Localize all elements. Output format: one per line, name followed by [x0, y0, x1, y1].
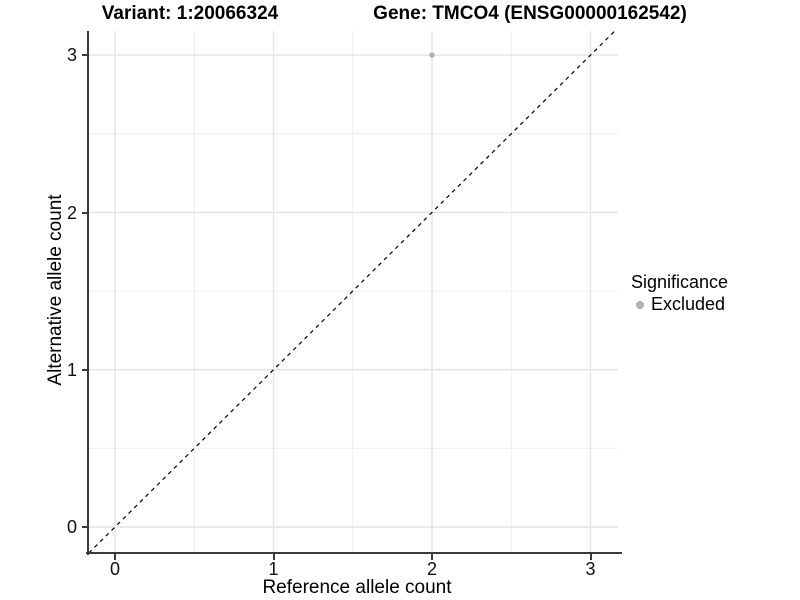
x-tick-label: 1: [268, 559, 279, 579]
y-tick-label: 3: [66, 45, 77, 65]
legend-item-excluded: Excluded: [631, 294, 728, 315]
x-tick-mark: [272, 554, 275, 560]
y-axis-line: [87, 31, 89, 555]
x-tick-mark: [431, 554, 433, 560]
y-tick-label: 1: [66, 359, 77, 380]
legend: Significance Excluded: [631, 272, 728, 315]
legend-item-label: Excluded: [651, 294, 726, 314]
x-tick-label: 3: [585, 559, 596, 579]
x-tick-mark: [589, 554, 592, 560]
legend-title: Significance: [631, 272, 729, 292]
x-tick-label: 0: [109, 559, 120, 579]
y-tick-mark: [82, 211, 88, 214]
y-tick-label: 2: [66, 202, 77, 223]
y-tick-label: 0: [66, 517, 77, 537]
plot-panel: [88, 30, 618, 554]
y-tick-mark: [82, 368, 88, 371]
y-axis-title: Alternative allele count: [45, 194, 66, 386]
scatter-plot-canvas: [88, 30, 618, 554]
x-tick-mark: [114, 554, 116, 560]
y-tick-mark: [82, 526, 88, 528]
data-point: [429, 52, 435, 58]
x-axis-title: Reference allele count: [262, 577, 452, 598]
x-tick-label: 2: [426, 559, 437, 579]
plot-title-gene: Gene: TMCO4 (ENSG00000162542): [373, 3, 687, 24]
excluded-point-icon: [636, 300, 644, 309]
x-axis-line: [86, 552, 622, 554]
plot-title-variant: Variant: 1:20066324: [101, 3, 279, 24]
y-tick-mark: [82, 54, 88, 56]
